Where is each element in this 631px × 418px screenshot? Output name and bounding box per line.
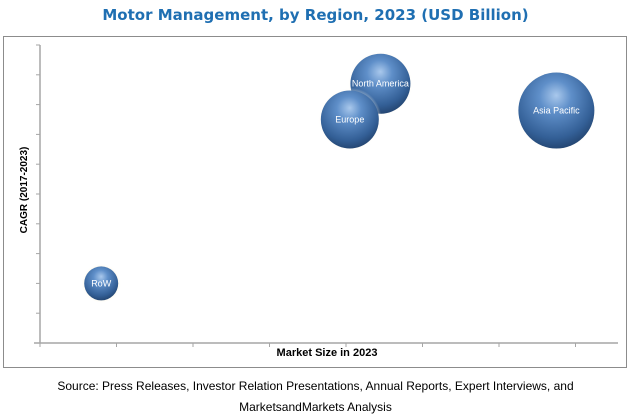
bubble-label: Asia Pacific <box>533 106 580 116</box>
bubble-point <box>518 72 595 149</box>
source-line-2: MarketsandMarkets Analysis <box>239 400 392 414</box>
chart-title: Motor Management, by Region, 2023 (USD B… <box>102 6 529 24</box>
bubble-point <box>320 90 379 149</box>
y-axis-label: CAGR (2017-2023) <box>19 147 30 234</box>
bubble-label: Europe <box>335 115 364 125</box>
chart-frame <box>3 36 627 368</box>
bubble-europe: Europe <box>317 87 382 152</box>
source-note: Source: Press Releases, Investor Relatio… <box>0 376 631 418</box>
x-axis-label: Market Size in 2023 <box>277 347 378 359</box>
source-line-1: Source: Press Releases, Investor Relatio… <box>57 379 574 393</box>
bubble-row: RoW <box>81 263 122 304</box>
bubble-label: North America <box>352 79 409 89</box>
bubble-asia-pacific: Asia Pacific <box>515 69 598 152</box>
bubble-point <box>84 266 119 301</box>
bubble-label: RoW <box>91 278 112 288</box>
